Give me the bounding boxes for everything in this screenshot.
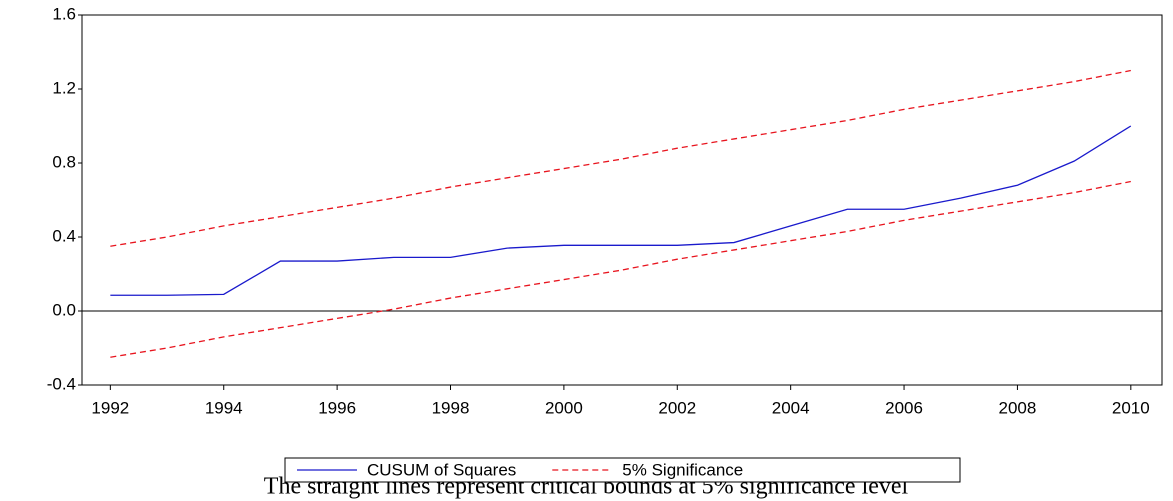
x-tick-label: 1992 (91, 398, 129, 417)
x-tick-label: 1998 (432, 398, 470, 417)
plot-frame (81, 14, 1163, 386)
x-tick-label: 1996 (318, 398, 356, 417)
x-tick-label: 2006 (885, 398, 923, 417)
x-tick-label: 2002 (658, 398, 696, 417)
x-tick-label: 2008 (999, 398, 1037, 417)
x-tick-label: 1994 (205, 398, 243, 417)
y-tick-label: 0.0 (52, 300, 76, 319)
y-tick-label: 1.6 (52, 4, 76, 23)
series-line (110, 180, 1131, 358)
y-tick-label: 0.4 (52, 226, 76, 245)
y-tick-label: 0.8 (52, 152, 76, 171)
legend-box (284, 457, 961, 483)
x-tick-label: 2000 (545, 398, 583, 417)
legend-label: 5% Significance (622, 460, 743, 479)
y-tick-label: 1.2 (52, 78, 76, 97)
legend-label: CUSUM of Squares (367, 460, 516, 479)
series-line (110, 69, 1131, 247)
x-tick-label: 2010 (1112, 398, 1150, 417)
x-tick-label: 2004 (772, 398, 810, 417)
y-tick-label: -0.4 (47, 374, 76, 393)
series-line (110, 125, 1132, 296)
